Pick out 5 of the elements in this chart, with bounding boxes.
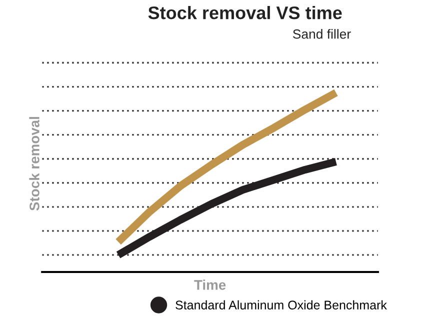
y-axis-title: Stock removal [29,117,40,211]
chart-subtitle: Sand filler [293,29,351,39]
x-axis-title: Time [194,280,226,290]
chart-title: Stock removal VS time [148,6,342,20]
legend-label: Standard Aluminum Oxide Benchmark [176,300,387,310]
